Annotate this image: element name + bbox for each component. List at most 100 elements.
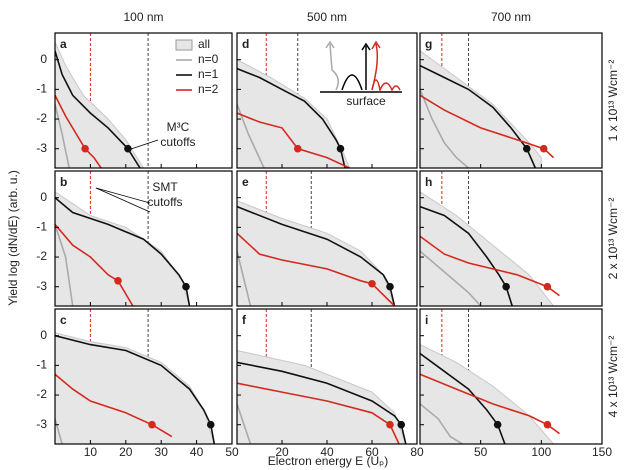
panel: h 2 x 10¹³ Wcm⁻² — [419, 170, 620, 307]
inset-arrow — [371, 43, 379, 91]
panel-label: h — [425, 175, 432, 189]
cutoff-point — [336, 144, 345, 153]
y-tick-label: 0 — [40, 328, 47, 342]
annotation: cutoffs — [147, 195, 182, 209]
panel: 20 40 60 80 f — [236, 308, 424, 459]
line — [55, 223, 134, 306]
y-tick-label: -1 — [36, 358, 47, 372]
annotation: M³C — [167, 120, 190, 134]
legend-label: n=0 — [198, 52, 219, 66]
area — [55, 332, 215, 444]
inset-arc — [341, 74, 363, 91]
area — [420, 344, 555, 444]
plot-area — [237, 309, 407, 444]
cutoff-point — [182, 282, 190, 291]
legend-label: n=2 — [198, 82, 219, 96]
cutoff-point — [148, 420, 156, 429]
panel-frame — [54, 170, 233, 307]
row-label: 4 x 10¹³ Wcm⁻² — [606, 336, 620, 418]
panel-label: i — [425, 313, 428, 327]
y-tick-label: -3 — [36, 417, 47, 431]
plot-area — [55, 309, 216, 444]
line — [420, 89, 470, 168]
cutoff-point — [293, 144, 302, 153]
panel-label: f — [242, 313, 247, 327]
line — [237, 112, 350, 168]
panel-frame — [419, 170, 603, 307]
x-tick-label: 40 — [320, 445, 334, 459]
panel-frame — [419, 308, 603, 445]
plot-area — [420, 309, 560, 444]
legend-label: all — [198, 37, 210, 51]
inset-arrowhead — [361, 42, 371, 51]
plot-area — [420, 33, 555, 168]
area — [420, 191, 555, 306]
inset — [320, 40, 402, 93]
plot-area — [237, 33, 351, 168]
plot-area — [55, 171, 191, 306]
panel-label: g — [425, 37, 432, 51]
y-axis-label: Yield log (dN/dE) (arb. u.) — [6, 170, 20, 306]
panel-frame — [54, 308, 233, 445]
inset-arrow — [329, 43, 339, 91]
cutoff-point — [386, 282, 394, 291]
line — [420, 250, 482, 306]
cutoff-point — [502, 282, 510, 291]
inset-arrowhead — [371, 40, 381, 50]
panel-label: c — [60, 313, 67, 327]
inset-arc — [371, 79, 401, 93]
x-tick-label: 60 — [365, 445, 379, 459]
column-title: 500 nm — [307, 10, 347, 24]
x-tick-label: 10 — [84, 445, 98, 459]
legend-swatch — [175, 39, 193, 51]
panel-frame — [419, 32, 603, 169]
x-tick-label: 80 — [410, 445, 424, 459]
x-tick-label: 20 — [119, 445, 133, 459]
area — [237, 349, 407, 444]
panel: e — [236, 170, 418, 307]
annotation: SMT — [152, 180, 178, 194]
cutoff-point — [493, 420, 502, 429]
cutoff-point — [522, 144, 531, 153]
annotation-pointers — [95, 139, 159, 213]
column-title: 100 nm — [123, 10, 163, 24]
panel-label: b — [60, 175, 67, 189]
cutoff-point — [386, 420, 394, 429]
y-tick-label: -3 — [36, 141, 47, 155]
panel-label: d — [242, 37, 249, 51]
panel-label: a — [60, 37, 67, 51]
annotation: cutoffs — [160, 135, 195, 149]
y-tick-label: -2 — [36, 249, 47, 263]
x-tick-label: 40 — [190, 445, 204, 459]
x-tick-label: 150 — [592, 445, 612, 459]
x-tick-label: 30 — [155, 445, 169, 459]
line — [237, 403, 252, 444]
pointer-line — [95, 187, 151, 213]
area — [237, 200, 396, 306]
cutoff-point — [368, 279, 376, 288]
y-tick-label: -2 — [36, 387, 47, 401]
line — [55, 94, 102, 168]
line — [55, 418, 63, 444]
cutoff-point — [206, 420, 215, 429]
x-tick-label: 100 — [531, 445, 551, 459]
plot-area — [420, 171, 560, 306]
panel-frame — [54, 32, 233, 169]
inset-arrowhead — [325, 40, 335, 49]
y-tick-label: -3 — [36, 279, 47, 293]
row-label: 2 x 10¹³ Wcm⁻² — [606, 198, 620, 280]
cutoff-point — [539, 144, 548, 153]
panel-label: e — [242, 175, 249, 189]
row-label: 1 x 10¹³ Wcm⁻² — [606, 60, 620, 142]
panel: g 700 nm 1 x 10¹³ Wcm⁻² — [419, 10, 620, 169]
x-axis-label: Electron energy E (Uₚ) — [268, 454, 389, 468]
area — [420, 50, 542, 168]
column-title: 700 nm — [491, 10, 531, 24]
cutoff-point — [543, 282, 552, 291]
line — [237, 250, 252, 306]
x-tick-label: 50 — [474, 445, 488, 459]
